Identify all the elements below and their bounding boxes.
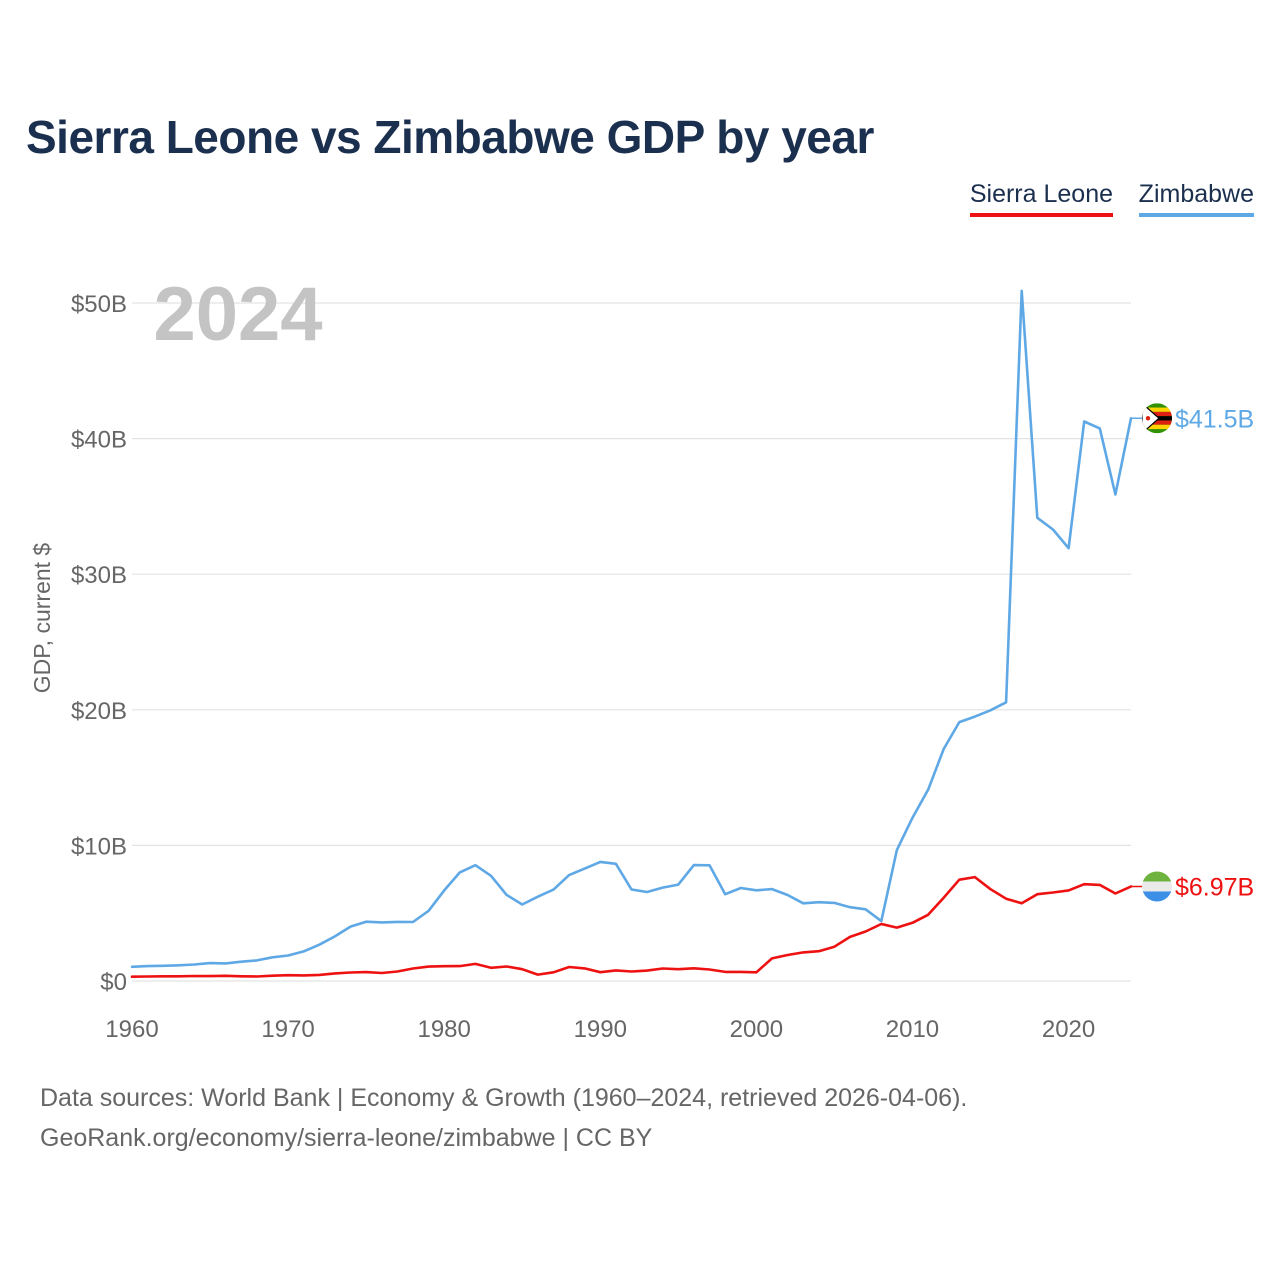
series-line-sierra-leone bbox=[130, 875, 1133, 979]
x-tick-label: 1990 bbox=[574, 1016, 627, 1043]
source-url-note[interactable]: GeoRank.org/economy/sierra-leone/zimbabw… bbox=[40, 1124, 653, 1152]
zimbabwe-end-value-label: $41.5B bbox=[1175, 405, 1254, 433]
series-lines bbox=[130, 289, 1156, 979]
legend-item-sierra-leone[interactable]: Sierra Leone bbox=[969, 180, 1113, 217]
y-tick-label: $10B bbox=[71, 833, 127, 860]
sierra-leone-end-value-label: $6.97B bbox=[1175, 873, 1254, 901]
y-axis-title: GDP, current $ bbox=[29, 543, 55, 694]
y-tick-label: $0 bbox=[100, 969, 127, 996]
zimbabwe-flag-icon bbox=[1142, 403, 1172, 434]
grid-lines bbox=[132, 302, 1131, 982]
y-tick-label: $40B bbox=[71, 427, 127, 454]
series-line-zimbabwe bbox=[130, 289, 1133, 969]
y-tick-label: $20B bbox=[71, 698, 127, 725]
x-tick-label: 1960 bbox=[105, 1016, 158, 1043]
axes: $0 $10B $20B $30B $40B $50B 1960 1970 1980 1990 20… bbox=[71, 291, 1095, 1043]
x-tick-label: 2000 bbox=[730, 1016, 783, 1043]
legend-item-zimbabwe[interactable]: Zimbabwe bbox=[1138, 180, 1254, 217]
year-watermark: 2024 bbox=[153, 272, 322, 357]
y-tick-label: $30B bbox=[71, 562, 127, 589]
sierra-leone-flag-icon bbox=[1142, 871, 1172, 902]
x-tick-label: 1980 bbox=[417, 1016, 470, 1043]
x-tick-label: 1970 bbox=[261, 1016, 314, 1043]
x-tick-label: 2020 bbox=[1042, 1016, 1095, 1043]
chart-plot-area: $0 $10B $20B $30B $40B $50B 1960 1970 1980 1990 20… bbox=[29, 272, 1254, 1043]
chart-title: Sierra Leone vs Zimbabwe GDP by year bbox=[26, 111, 874, 163]
data-source-note: Data sources: World Bank | Economy & Gro… bbox=[40, 1084, 968, 1112]
x-tick-label: 2010 bbox=[886, 1016, 939, 1043]
y-tick-label: $50B bbox=[71, 291, 127, 318]
